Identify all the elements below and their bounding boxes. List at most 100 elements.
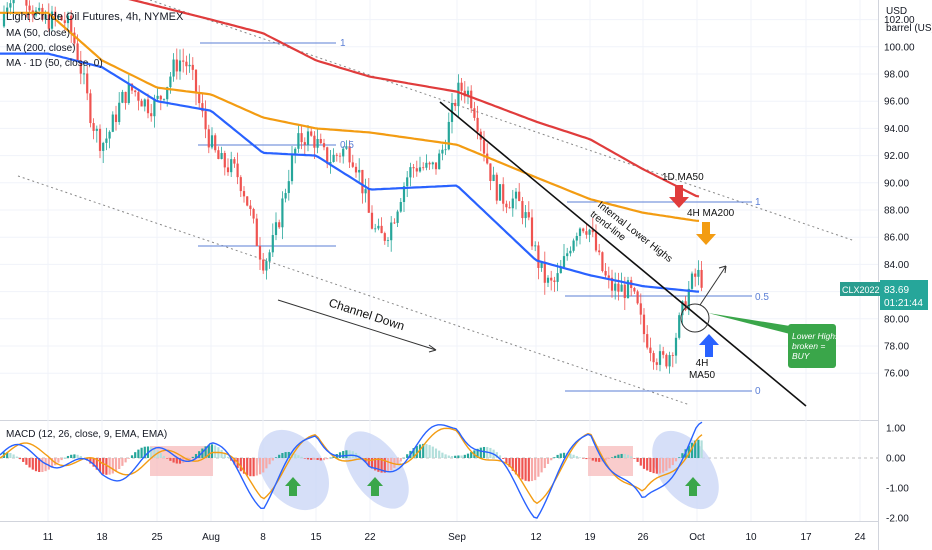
candle-body: [636, 291, 639, 304]
macd-histogram-bar: [370, 458, 374, 469]
macd-histogram-bar: [374, 458, 377, 471]
candle-body: [572, 240, 575, 251]
fib-mid-label: 0.5: [340, 140, 354, 151]
macd-histogram-bar: [566, 452, 569, 458]
macd-histogram-bar: [662, 458, 665, 473]
macd-histogram-bar: [348, 450, 351, 458]
candle-body: [598, 250, 601, 253]
candle-body: [124, 91, 127, 104]
callout-pointer: [708, 313, 790, 334]
macd-histogram-bar: [534, 458, 537, 481]
macd-histogram-bar: [422, 443, 425, 458]
breakout-arrow: [699, 265, 727, 306]
macd-histogram-bar: [175, 458, 178, 464]
macd-histogram-bar: [127, 458, 130, 459]
macd-histogram-bar: [70, 454, 73, 458]
macd-histogram-bar: [418, 444, 422, 458]
macd-histogram-bar: [41, 458, 44, 472]
candle-body: [249, 205, 252, 210]
macd-histogram-bar: [636, 458, 639, 462]
candle-body: [252, 209, 255, 219]
candle-body: [44, 14, 47, 20]
macd-histogram-bar: [572, 454, 575, 458]
macd-histogram-bar: [687, 445, 690, 458]
macd-histogram-bar: [425, 444, 428, 458]
price-tick-label: 94.00: [884, 124, 909, 135]
macd-histogram-bar: [550, 458, 553, 461]
macd-histogram-bar: [274, 457, 278, 458]
macd-histogram-bar: [18, 458, 22, 460]
macd-histogram-bar: [108, 458, 111, 475]
macd-histogram-bar: [380, 458, 383, 473]
macd-histogram-bar: [508, 458, 511, 468]
macd-histogram-bar: [28, 458, 31, 468]
candle-body: [514, 191, 518, 199]
candle-body: [274, 222, 278, 236]
candle-body: [367, 189, 370, 213]
macd-histogram-bar: [322, 458, 326, 461]
macd-histogram-bar: [671, 458, 674, 466]
macd-histogram-bar: [697, 439, 700, 458]
candle-body: [150, 113, 153, 117]
candle-body: [140, 100, 143, 107]
macd-histogram-bar: [441, 452, 444, 458]
macd-histogram-bar: [204, 446, 207, 458]
macd-up-arrow: [285, 477, 301, 496]
candle-body: [415, 168, 418, 172]
candle-body: [607, 275, 610, 278]
macd-histogram-bar: [22, 458, 25, 462]
macd-histogram-bar: [278, 454, 281, 458]
candle-body: [690, 273, 694, 289]
macd-histogram-bar: [137, 449, 140, 458]
legend-ma1d[interactable]: MA · 1D (50, close, 0): [6, 58, 103, 69]
macd-tick-label: -1.00: [886, 484, 909, 495]
macd-histogram-bar: [265, 458, 268, 469]
candle-body: [447, 121, 450, 150]
macd-histogram-bar: [300, 456, 303, 458]
candle-body: [457, 82, 460, 107]
macd-pane[interactable]: [0, 421, 878, 521]
macd-histogram-bar: [694, 440, 697, 458]
candle-body: [271, 235, 274, 253]
candle-body: [322, 143, 326, 148]
macd-histogram-bar: [172, 458, 175, 463]
macd-histogram-bar: [470, 452, 473, 458]
macd-histogram-bar: [610, 457, 614, 458]
legend-ma200[interactable]: MA (200, close): [6, 43, 75, 54]
legend-ma50[interactable]: MA (50, close): [6, 28, 70, 39]
candle-body: [239, 177, 242, 192]
macd-histogram-bar: [406, 454, 409, 458]
date-tick-label: Oct: [689, 532, 705, 543]
breakout-arrowhead: [718, 265, 727, 274]
candle-body: [2, 12, 6, 27]
candle-body: [159, 95, 162, 100]
ma4h50-label: MA50: [689, 370, 716, 381]
candle-body: [697, 269, 700, 277]
macd-histogram-bar: [25, 458, 28, 465]
candle-body: [63, 20, 66, 24]
date-tick-label: 24: [854, 532, 866, 543]
macd-histogram-bar: [319, 458, 322, 461]
macd-histogram-bar: [649, 458, 652, 472]
candle-body: [332, 154, 335, 162]
macd-histogram-bar: [588, 458, 591, 460]
macd-histogram-bar: [198, 451, 201, 458]
macd-histogram-bar: [390, 458, 393, 471]
candle-body: [566, 253, 569, 257]
price-tag-price: 83.69: [884, 285, 909, 296]
price-tag[interactable]: CLX2022 83.69 01:21:44: [840, 280, 928, 310]
candle-body: [108, 131, 111, 139]
macd-histogram-bar: [252, 458, 255, 477]
macd-histogram-bar: [412, 448, 415, 458]
macd-tick-label: 0.00: [886, 454, 906, 465]
macd-histogram-bar: [268, 458, 271, 465]
macd-histogram-bar: [214, 445, 217, 458]
macd-histogram-bar: [598, 458, 601, 462]
macd-title[interactable]: MACD (12, 26, close, 9, EMA, EMA): [6, 429, 167, 440]
date-tick-label: 12: [530, 532, 542, 543]
macd-histogram-bar: [60, 458, 63, 461]
candle-body: [588, 229, 591, 235]
candle-body: [185, 61, 188, 67]
candle-body: [102, 142, 105, 151]
